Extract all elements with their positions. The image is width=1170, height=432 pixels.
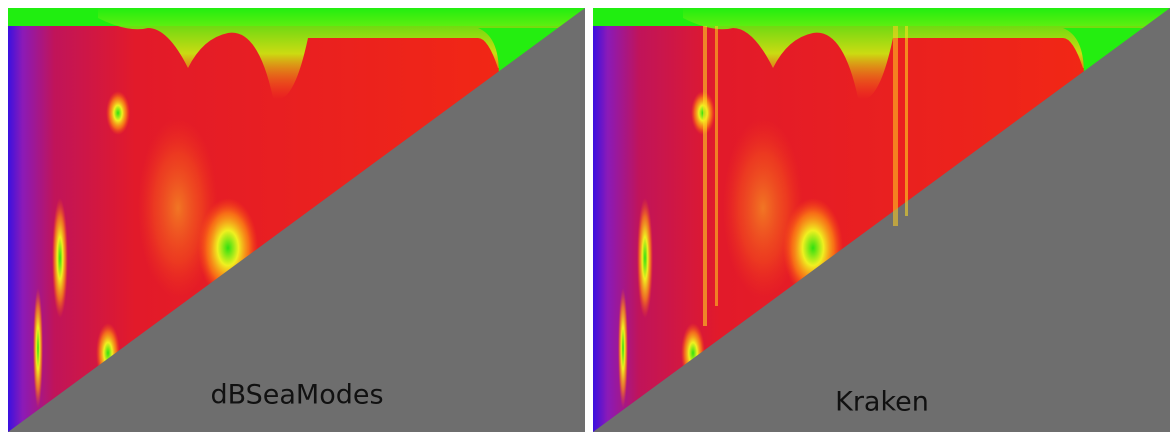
heatmap-panel bbox=[8, 8, 585, 432]
heatmap bbox=[593, 8, 1170, 432]
figure: dBSeaModes Kraken bbox=[0, 0, 1170, 432]
heatmap bbox=[8, 8, 585, 432]
panel-label: dBSeaModes bbox=[210, 380, 383, 411]
panel-label: Kraken bbox=[835, 387, 929, 418]
page: dBSeaModes Kraken (() => { const data = … bbox=[0, 0, 1170, 432]
heatmap-panel bbox=[593, 8, 1170, 432]
